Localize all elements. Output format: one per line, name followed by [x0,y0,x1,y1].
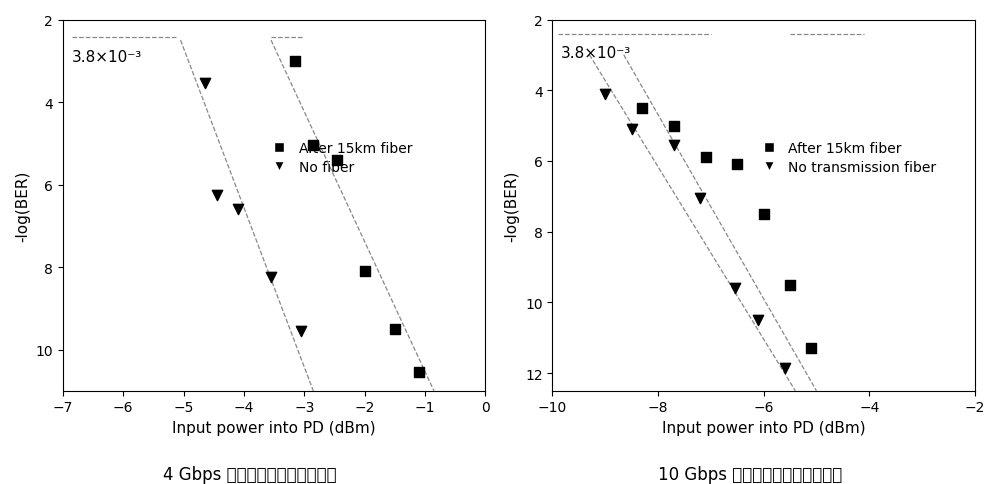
Legend: After 15km fiber, No transmission fiber: After 15km fiber, No transmission fiber [749,136,942,180]
Point [777,364,793,372]
Legend: After 15km fiber, No fiber: After 15km fiber, No fiber [260,136,418,180]
Point [692,195,708,202]
Point [597,91,613,98]
Point [624,126,640,134]
Point [782,281,798,289]
Point [293,327,309,335]
Point [357,268,373,275]
Text: 4 Gbps 无线信号传输误码率曲线: 4 Gbps 无线信号传输误码率曲线 [163,465,337,483]
Point [727,285,743,292]
Point [287,58,303,65]
Point [197,80,213,88]
Point [729,161,745,169]
Y-axis label: -log(BER): -log(BER) [505,170,520,242]
Point [230,206,246,214]
X-axis label: Input power into PD (dBm): Input power into PD (dBm) [662,420,865,435]
Point [666,122,682,130]
Point [666,142,682,150]
X-axis label: Input power into PD (dBm): Input power into PD (dBm) [172,420,376,435]
Y-axis label: -log(BER): -log(BER) [15,170,30,242]
Point [209,192,225,199]
Text: 10 Gbps 有线信号传输误码率曲线: 10 Gbps 有线信号传输误码率曲线 [658,465,842,483]
Point [750,317,766,324]
Point [329,156,345,164]
Point [634,105,650,113]
Point [263,274,279,282]
Point [756,211,772,218]
Point [387,325,403,333]
Text: 3.8×10⁻³: 3.8×10⁻³ [561,46,631,61]
Point [411,369,427,377]
Point [305,142,321,150]
Text: 3.8×10⁻³: 3.8×10⁻³ [71,50,142,65]
Point [803,345,819,352]
Point [698,154,714,162]
